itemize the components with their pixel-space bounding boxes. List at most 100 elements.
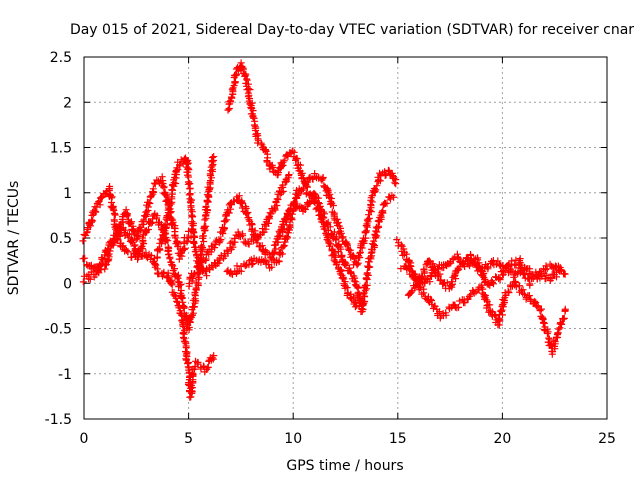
data-point bbox=[251, 121, 258, 129]
data-point bbox=[104, 251, 112, 259]
data-point bbox=[204, 198, 212, 206]
y-axis-label: SDTVAR / TECUs bbox=[6, 181, 22, 296]
data-point bbox=[425, 257, 433, 265]
data-point bbox=[184, 171, 192, 179]
data-point bbox=[245, 240, 253, 248]
chart-title: Day 015 of 2021, Sidereal Day-to-day VTE… bbox=[70, 22, 634, 38]
data-point bbox=[426, 278, 434, 286]
x-tick-label: 0 bbox=[80, 431, 89, 447]
data-point bbox=[201, 216, 209, 224]
data-point bbox=[153, 265, 161, 273]
data-point bbox=[123, 212, 131, 220]
data-point bbox=[231, 234, 239, 242]
data-point bbox=[182, 342, 190, 350]
data-point bbox=[371, 187, 379, 195]
data-point bbox=[298, 186, 306, 194]
data-point bbox=[113, 236, 121, 244]
data-point bbox=[261, 257, 269, 264]
data-point bbox=[447, 259, 455, 267]
data-point bbox=[323, 236, 331, 244]
data-point bbox=[171, 232, 179, 240]
data-point bbox=[558, 320, 566, 328]
data-point bbox=[436, 270, 444, 278]
data-point bbox=[224, 106, 232, 114]
data-point bbox=[291, 198, 299, 206]
data-point bbox=[128, 218, 135, 226]
data-point bbox=[199, 232, 207, 240]
data-point bbox=[144, 254, 151, 262]
data-point bbox=[229, 84, 237, 92]
data-point bbox=[326, 240, 334, 248]
series-sat-k bbox=[397, 250, 565, 289]
data-point bbox=[284, 153, 292, 160]
data-point bbox=[543, 330, 551, 337]
data-point bbox=[554, 329, 562, 337]
data-point bbox=[153, 254, 161, 262]
data-point bbox=[105, 250, 113, 258]
data-point bbox=[392, 180, 400, 188]
data-point bbox=[79, 278, 87, 286]
data-point bbox=[333, 259, 341, 266]
data-point bbox=[198, 242, 206, 250]
data-point bbox=[454, 254, 462, 262]
y-tick-label: 1.5 bbox=[50, 141, 72, 157]
data-point bbox=[160, 183, 168, 191]
series-sat-e bbox=[185, 171, 293, 290]
data-point bbox=[494, 257, 502, 265]
data-point bbox=[559, 315, 567, 323]
data-point bbox=[334, 241, 342, 249]
data-point bbox=[167, 200, 175, 208]
data-point bbox=[427, 295, 434, 303]
data-point bbox=[249, 260, 257, 267]
data-point bbox=[469, 260, 477, 268]
data-point bbox=[372, 186, 380, 194]
data-point bbox=[516, 282, 523, 290]
data-point bbox=[551, 340, 559, 348]
data-point bbox=[208, 154, 216, 161]
data-point bbox=[137, 244, 145, 252]
data-point bbox=[226, 98, 234, 106]
data-point bbox=[538, 270, 546, 278]
data-point bbox=[474, 256, 482, 264]
data-point bbox=[198, 259, 206, 267]
data-point bbox=[512, 279, 520, 287]
data-point bbox=[337, 229, 345, 237]
data-point bbox=[370, 237, 378, 245]
data-point bbox=[172, 294, 180, 302]
data-point bbox=[235, 192, 243, 200]
data-point bbox=[280, 157, 288, 165]
data-point bbox=[273, 202, 281, 209]
data-point bbox=[391, 179, 399, 187]
data-point bbox=[101, 265, 109, 273]
data-point bbox=[479, 267, 487, 275]
x-tick-label: 10 bbox=[284, 431, 302, 447]
data-point bbox=[508, 267, 516, 275]
y-tick-label: 1 bbox=[63, 186, 72, 202]
series-sat-i bbox=[393, 236, 569, 358]
data-point bbox=[521, 263, 529, 271]
data-point bbox=[431, 302, 439, 310]
data-point bbox=[166, 253, 174, 261]
data-point bbox=[147, 219, 155, 227]
data-point bbox=[165, 272, 172, 280]
data-point bbox=[111, 210, 119, 217]
data-point bbox=[508, 257, 516, 265]
data-point bbox=[189, 369, 197, 377]
data-point bbox=[210, 153, 218, 161]
data-point bbox=[168, 281, 176, 289]
data-point bbox=[220, 224, 228, 232]
data-point bbox=[148, 192, 156, 200]
data-point bbox=[106, 247, 114, 255]
data-point bbox=[114, 230, 121, 238]
data-point bbox=[525, 292, 533, 300]
data-point bbox=[124, 233, 132, 241]
data-point bbox=[97, 266, 105, 274]
data-point bbox=[278, 250, 286, 258]
data-point bbox=[111, 211, 119, 219]
y-tick-label: 2 bbox=[63, 95, 72, 111]
data-point bbox=[350, 277, 358, 285]
data-point bbox=[190, 303, 198, 311]
data-point bbox=[403, 250, 411, 258]
data-point bbox=[561, 270, 569, 278]
